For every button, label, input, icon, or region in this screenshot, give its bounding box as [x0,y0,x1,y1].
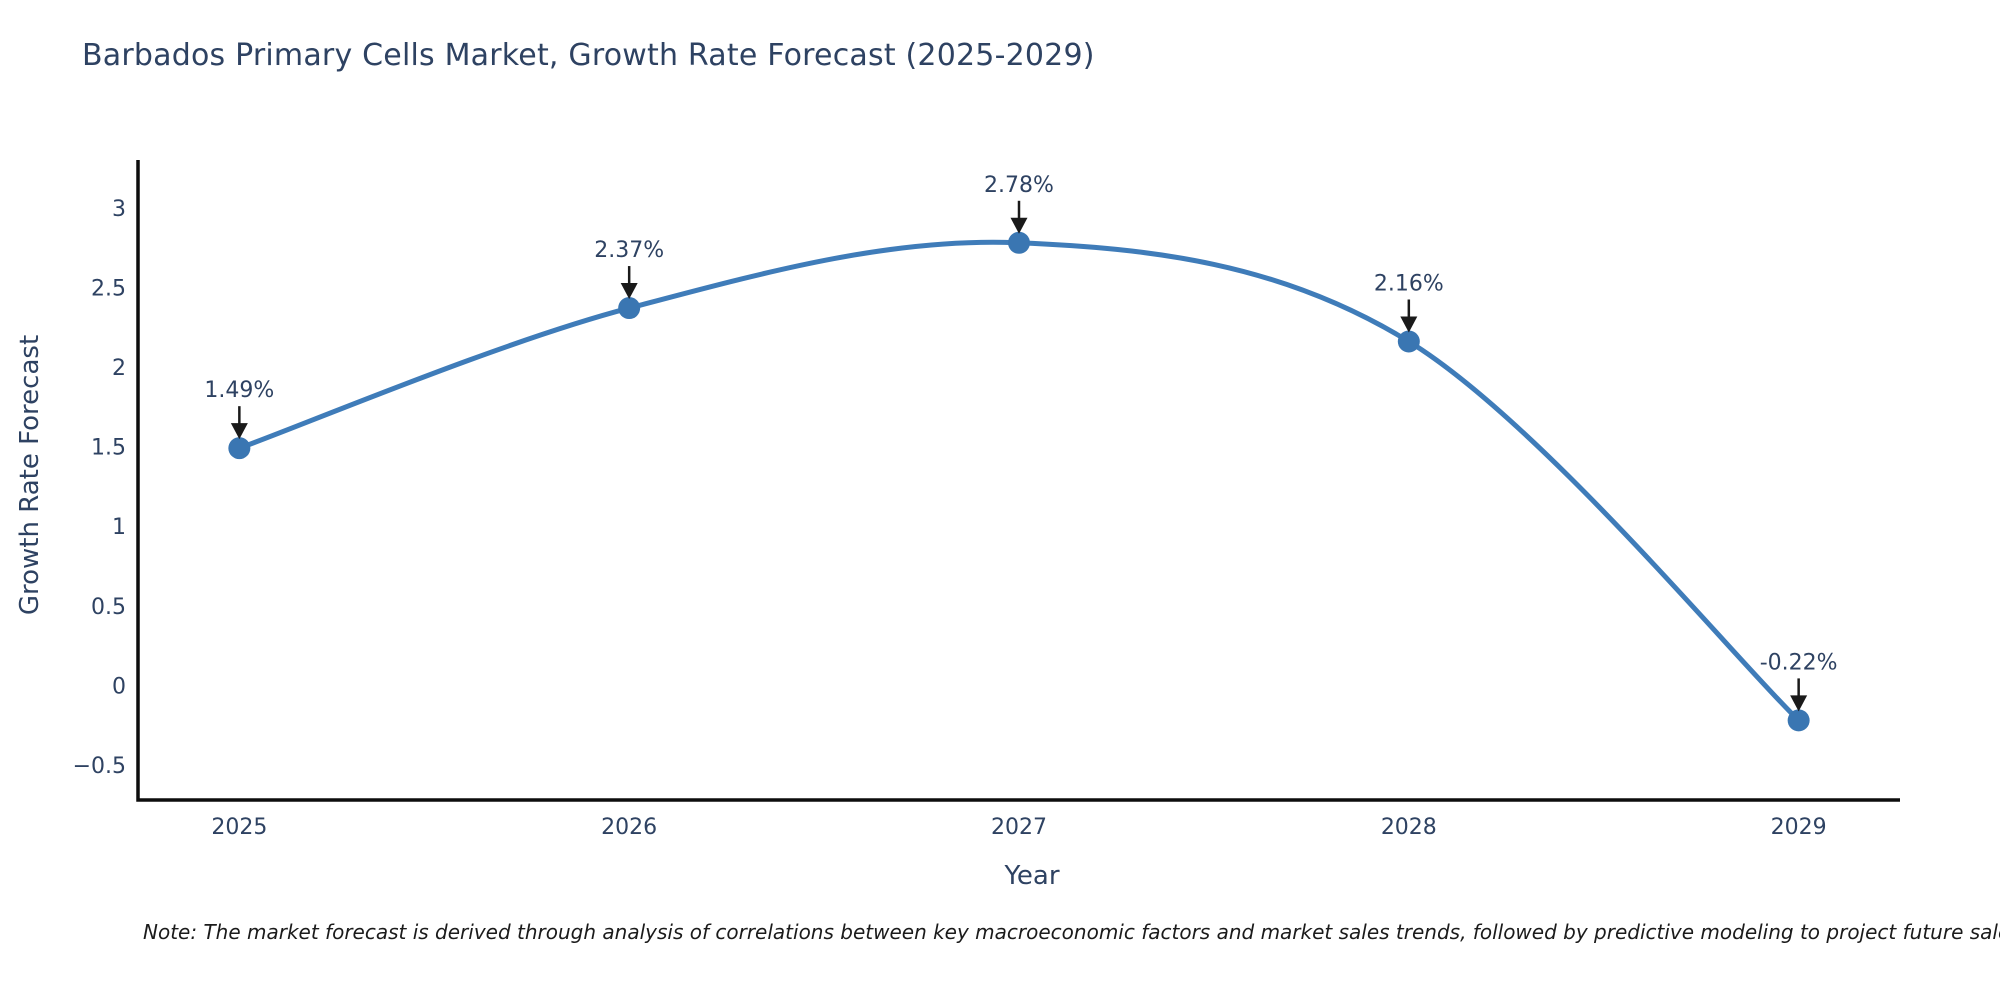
data-point-marker [1787,709,1810,732]
annotation-arrow-head [230,423,248,440]
y-tick-label: 1 [112,515,126,540]
y-tick-label: 1.5 [91,436,126,461]
footnote: Note: The market forecast is derived thr… [143,920,2000,944]
annotation-arrow-head [1010,217,1028,234]
x-tick-label: 2027 [991,815,1047,840]
data-point-marker [228,437,251,460]
point-annotation-label: 2.37% [594,238,664,263]
x-tick-label: 2025 [211,815,267,840]
y-tick-label: 0 [112,674,126,699]
point-annotation-label: 2.78% [984,173,1054,198]
x-tick-label: 2026 [601,815,657,840]
x-tick-label: 2029 [1771,815,1827,840]
data-point-marker [618,297,641,320]
data-point-marker [1397,330,1420,353]
y-tick-label: −0.5 [73,754,126,779]
annotation-arrow-head [1790,695,1808,712]
annotation-arrow-head [620,283,638,300]
y-tick-label: 2 [112,356,126,381]
y-tick-label: 0.5 [91,595,126,620]
y-tick-label: 3 [112,197,126,222]
axis-lines [136,160,1900,802]
y-axis-title: Growth Rate Forecast [15,334,45,616]
chart-title: Barbados Primary Cells Market, Growth Ra… [82,38,1095,73]
point-annotation-label: 2.16% [1374,271,1444,296]
data-point-marker [1008,231,1030,254]
point-annotation-label: 1.49% [204,378,274,403]
point-annotation-label: -0.22% [1760,650,1838,675]
trend-line [236,239,1802,723]
annotation-arrow-head [1400,316,1418,333]
y-tick-label: 2.5 [91,276,126,301]
x-tick-label: 2028 [1381,815,1437,840]
x-axis-title: Year [1004,861,1060,891]
